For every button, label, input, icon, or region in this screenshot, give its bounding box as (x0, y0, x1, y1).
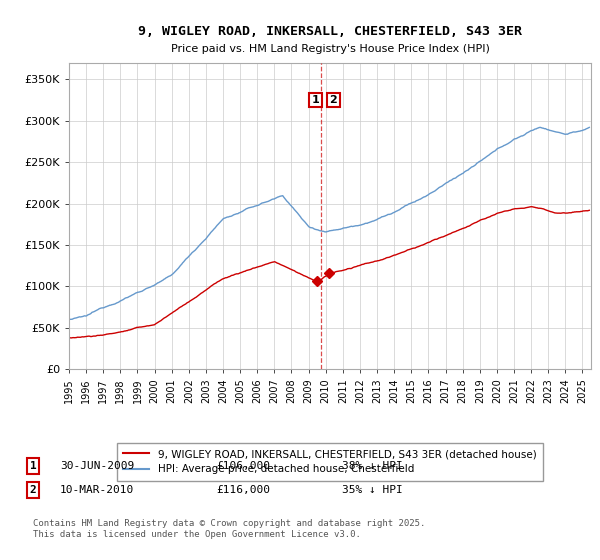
Text: 2: 2 (329, 95, 337, 105)
Text: 30-JUN-2009: 30-JUN-2009 (60, 461, 134, 471)
Legend: 9, WIGLEY ROAD, INKERSALL, CHESTERFIELD, S43 3ER (detached house), HPI: Average : 9, WIGLEY ROAD, INKERSALL, CHESTERFIELD,… (117, 443, 543, 480)
Text: 10-MAR-2010: 10-MAR-2010 (60, 485, 134, 495)
Text: Price paid vs. HM Land Registry's House Price Index (HPI): Price paid vs. HM Land Registry's House … (170, 44, 490, 54)
Text: 2: 2 (29, 485, 37, 495)
Text: 9, WIGLEY ROAD, INKERSALL, CHESTERFIELD, S43 3ER: 9, WIGLEY ROAD, INKERSALL, CHESTERFIELD,… (138, 25, 522, 38)
Text: 35% ↓ HPI: 35% ↓ HPI (342, 485, 403, 495)
Text: 1: 1 (29, 461, 37, 471)
Text: Contains HM Land Registry data © Crown copyright and database right 2025.
This d: Contains HM Land Registry data © Crown c… (33, 520, 425, 539)
Text: 1: 1 (311, 95, 319, 105)
Text: 38% ↓ HPI: 38% ↓ HPI (342, 461, 403, 471)
Text: £106,000: £106,000 (216, 461, 270, 471)
Text: £116,000: £116,000 (216, 485, 270, 495)
